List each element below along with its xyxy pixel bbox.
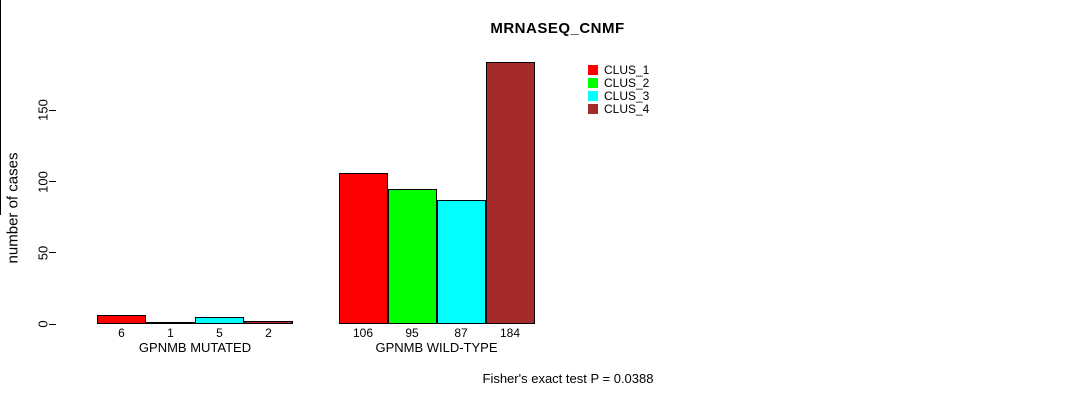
bar-clus_3-group2 [436, 200, 486, 324]
bar-value-label: 2 [265, 326, 272, 340]
y-tick [49, 109, 56, 111]
legend-swatch-clus-1 [588, 65, 598, 75]
x-group-label: GPNMB WILD-TYPE [375, 340, 498, 355]
legend-item-clus-2: CLUS_2 [588, 76, 650, 90]
bar-value-label: 5 [216, 326, 223, 340]
plot-area: 0 50 100 150 6 106 1 95 5 87 2 184 GPNMB MUTATED GPNM… [0, 0, 535, 355]
legend-label-clus-2: CLUS_2 [604, 76, 650, 90]
legend-swatch-clus-4 [588, 104, 598, 114]
y-tick-label: 100 [35, 170, 51, 193]
chart-title: MRNASEQ_CNMF [490, 20, 625, 37]
legend-label-clus-4: CLUS_4 [604, 102, 650, 116]
y-tick [49, 252, 56, 254]
bar-clus_1-group2 [338, 173, 388, 324]
legend-item-clus-3: CLUS_3 [588, 89, 650, 103]
bar-value-label: 6 [118, 326, 125, 340]
bar-value-label: 87 [454, 326, 468, 340]
y-tick-label: 0 [35, 320, 51, 328]
y-axis-line [0, 0, 1, 215]
y-axis-label: number of cases [4, 152, 22, 264]
bar-value-label: 106 [352, 326, 374, 340]
x-group-label: GPNMB MUTATED [138, 340, 252, 355]
y-tick-label: 150 [35, 99, 51, 122]
legend-item-clus-1: CLUS_1 [588, 63, 650, 77]
bar-value-label: 1 [167, 326, 174, 340]
bar-value-label: 95 [405, 326, 419, 340]
legend-item-clus-4: CLUS_4 [588, 102, 650, 116]
legend-label-clus-3: CLUS_3 [604, 89, 650, 103]
bar-value-label: 184 [499, 326, 521, 340]
bar-clus_2-group2 [387, 188, 437, 324]
y-tick [49, 323, 56, 325]
y-tick-label: 50 [35, 245, 51, 261]
legend-swatch-clus-3 [588, 91, 598, 101]
legend-swatch-clus-2 [588, 78, 598, 88]
legend-label-clus-1: CLUS_1 [604, 63, 650, 77]
bar-clus_3-group1 [195, 316, 244, 324]
bar-clus_4-group2 [485, 62, 535, 324]
bar-clus_4-group1 [244, 321, 293, 324]
stats-caption: Fisher's exact test P = 0.0388 [482, 371, 654, 386]
bar-clus_2-group1 [146, 322, 195, 324]
y-tick [49, 181, 56, 183]
bar-clus_1-group1 [97, 315, 146, 324]
